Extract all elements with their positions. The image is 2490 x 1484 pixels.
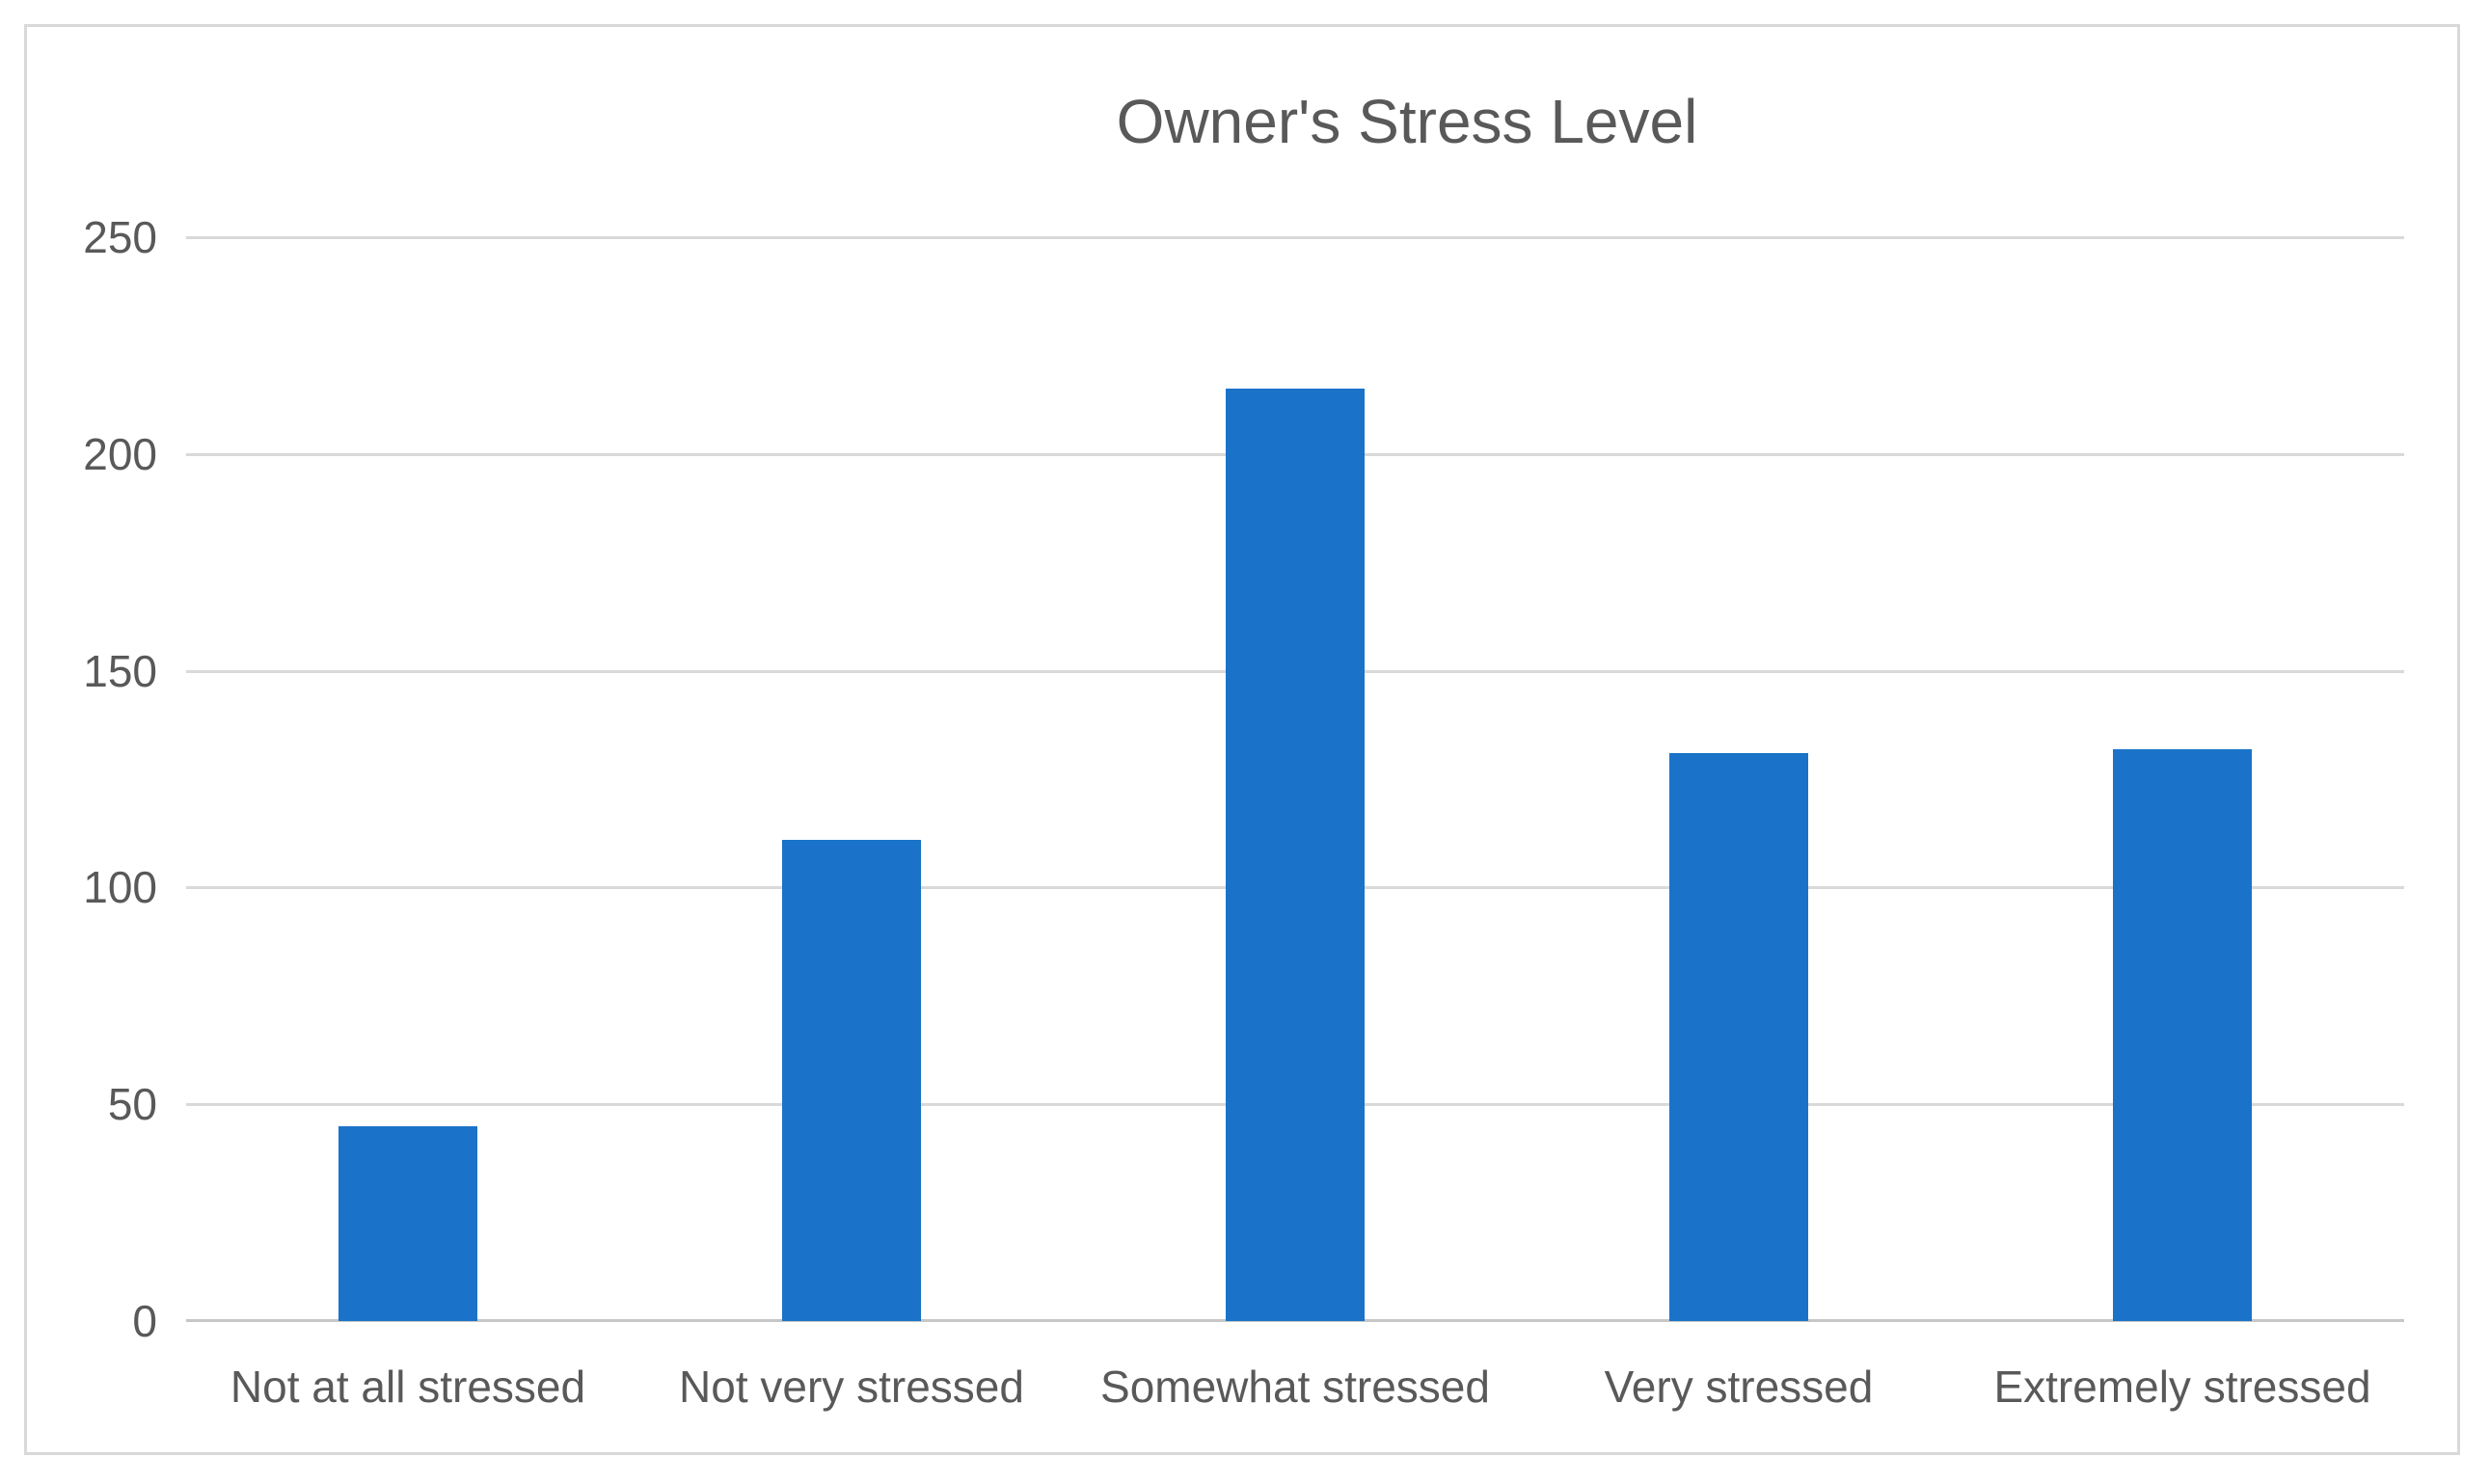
x-axis-category-label: Very stressed bbox=[1604, 1362, 1874, 1412]
y-axis-tick-label: 0 bbox=[132, 1296, 157, 1346]
x-axis-category-label: Not at all stressed bbox=[230, 1362, 586, 1412]
bar-very-stressed[interactable] bbox=[1669, 753, 1808, 1321]
x-axis-category-label: Not very stressed bbox=[679, 1362, 1024, 1412]
x-axis-category-label: Somewhat stressed bbox=[1100, 1362, 1490, 1412]
y-axis-tick-label: 250 bbox=[83, 212, 157, 262]
chart-frame: Owner's Stress Level 0 50 100 150 200 250 Not… bbox=[24, 24, 2460, 1455]
y-axis-tick-label: 50 bbox=[107, 1079, 157, 1130]
y-axis-tick-label: 200 bbox=[83, 428, 157, 479]
bar-somewhat-stressed[interactable] bbox=[1226, 389, 1365, 1321]
y-axis-tick-label: 100 bbox=[83, 862, 157, 913]
chart-title: Owner's Stress Level bbox=[1116, 87, 1698, 156]
bar-not-very-stressed[interactable] bbox=[782, 839, 921, 1321]
bar-not-at-all-stressed[interactable] bbox=[338, 1125, 477, 1321]
x-axis-category-label: Extremely stressed bbox=[1993, 1362, 2371, 1412]
bar-extremely-stressed[interactable] bbox=[2113, 748, 2252, 1321]
y-axis-tick-label: 150 bbox=[83, 645, 157, 696]
plot-area bbox=[186, 236, 2404, 1322]
gridline-250 bbox=[186, 236, 2404, 239]
